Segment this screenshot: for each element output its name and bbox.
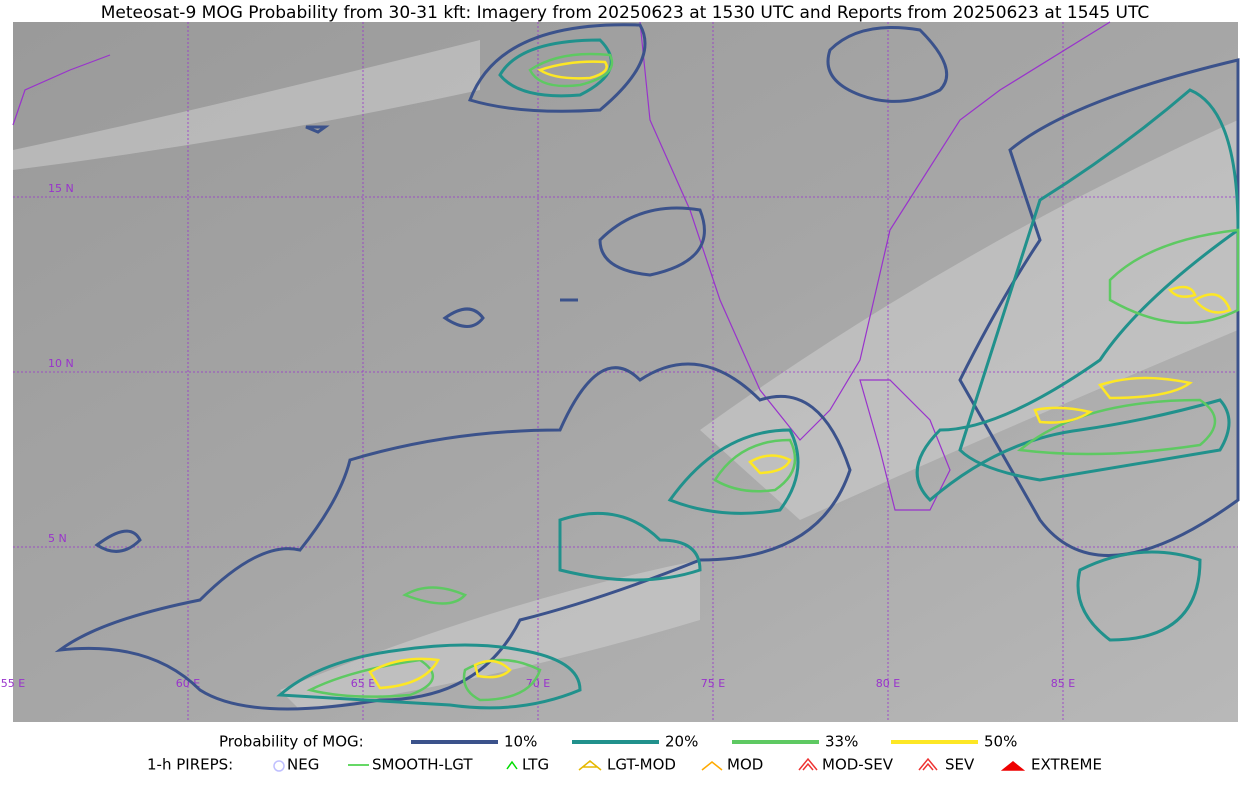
map: 15 N 10 N 5 N 55 E 60 E 65 E 70 E 75 E 80 E 85 E xyxy=(1,21,1240,722)
pirep-label: NEG xyxy=(287,756,319,774)
lat-label: 5 N xyxy=(48,532,67,545)
icon-neg xyxy=(273,760,285,772)
pirep-label: MOD xyxy=(727,756,763,774)
legend-title: Probability of MOG: xyxy=(219,733,364,751)
lon-label: 55 E xyxy=(1,677,25,690)
pireps-title: 1-h PIREPS: xyxy=(147,756,233,774)
pirep-label: LGT-MOD xyxy=(607,756,676,774)
lon-label: 85 E xyxy=(1051,677,1075,690)
legend-label: 10% xyxy=(504,733,537,751)
legend: Probability of MOG: 1-h PIREPS: 10% 20% 33… xyxy=(147,733,1102,774)
pirep-label: MOD-SEV xyxy=(822,756,894,774)
contour-33 xyxy=(306,52,1240,702)
contours xyxy=(54,23,1240,711)
icon-mod-sev xyxy=(798,757,818,771)
cloud-band xyxy=(13,40,1238,710)
icon-lgt-mod xyxy=(578,760,602,771)
lon-label: 60 E xyxy=(176,677,200,690)
icon-mod xyxy=(701,761,723,771)
legend-label: 50% xyxy=(984,733,1017,751)
icon-extreme xyxy=(1000,761,1026,771)
pirep-label: SEV xyxy=(945,756,975,774)
icon-sev xyxy=(918,757,938,771)
graticule: 15 N 10 N 5 N 55 E 60 E 65 E 70 E 75 E 80 E 85 E xyxy=(1,22,1238,722)
legend-label: 20% xyxy=(665,733,698,751)
contour-10 xyxy=(54,23,1240,711)
lat-label: 15 N xyxy=(48,182,74,195)
title: Meteosat-9 MOG Probability from 30-31 kf… xyxy=(101,3,1150,23)
contour-50 xyxy=(368,60,1232,690)
pirep-label: EXTREME xyxy=(1031,756,1102,774)
lat-label: 10 N xyxy=(48,357,74,370)
pirep-label: SMOOTH-LGT xyxy=(372,756,473,774)
legend-label: 33% xyxy=(825,733,858,751)
pirep-icons xyxy=(273,757,1026,772)
lon-label: 70 E xyxy=(526,677,550,690)
icon-ltg xyxy=(506,760,518,770)
lon-label: 65 E xyxy=(351,677,375,690)
pirep-label: LTG xyxy=(522,756,549,774)
lon-label: 80 E xyxy=(876,677,900,690)
lon-label: 75 E xyxy=(701,677,725,690)
